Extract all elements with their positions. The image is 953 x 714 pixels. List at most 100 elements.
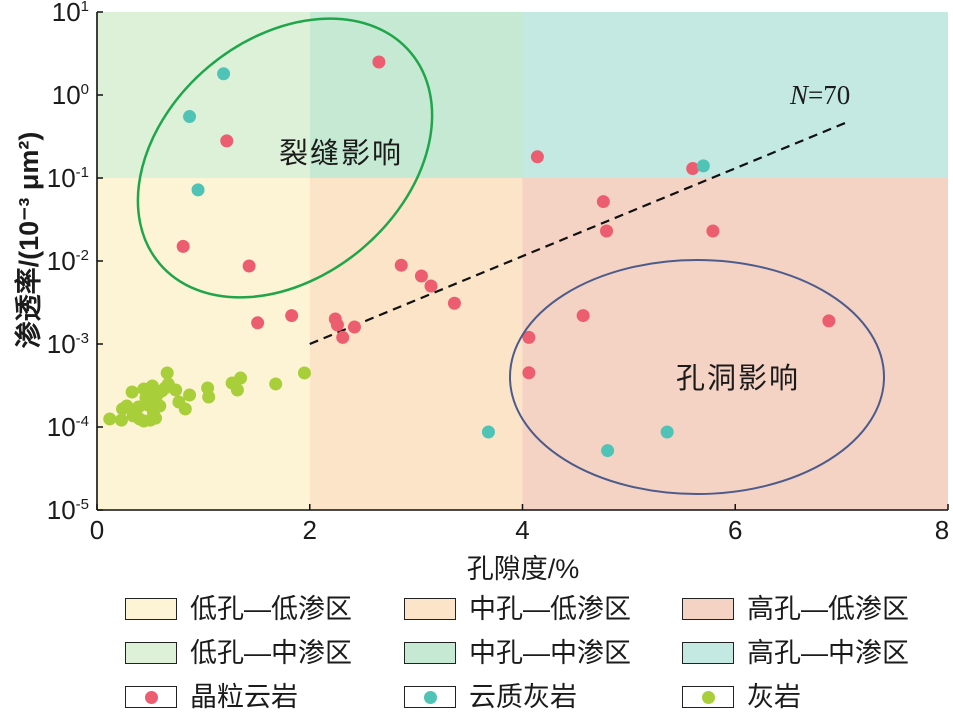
legend-item-region: 高孔—低渗区 [682,595,928,623]
data-point-series-2 [160,366,174,380]
y-tick-label: 10-4 [47,412,89,442]
legend-item-region: 中孔—中渗区 [404,639,682,667]
data-point-series-0 [330,318,344,332]
data-point-series-2 [178,402,192,416]
y-tick-label-exponent: -3 [76,330,89,347]
y-tick-label: 101 [52,0,89,27]
legend-marker-box [125,686,177,708]
region-rect-4 [309,12,523,178]
legend-label: 低孔—中渗区 [190,638,352,668]
y-tick-label-exponent: -1 [76,164,89,181]
x-tick-label: 6 [728,515,742,545]
data-point-series-0 [686,162,700,176]
data-point-series-1 [601,444,615,458]
fracture-influence-ellipse [136,17,434,299]
y-tick-label-base: 10 [47,163,76,193]
legend-item-region: 低孔—中渗区 [125,639,404,667]
legend-swatch [404,642,456,664]
region-rect-3 [97,12,310,178]
data-point-series-0 [347,320,361,334]
data-point-series-2 [103,412,117,426]
data-point-series-2 [183,388,197,402]
data-point-series-1 [183,110,197,124]
legend-swatch [125,642,177,664]
y-tick-label: 10-1 [47,163,89,193]
legend-marker-dot [144,690,158,704]
data-point-series-2 [230,383,244,397]
trend-label: N=70 [789,80,850,110]
data-point-series-0 [285,309,299,323]
data-point-series-2 [114,413,128,427]
trend-layer [309,121,848,346]
data-point-series-0 [447,296,461,310]
legend-label: 高孔—低渗区 [747,594,909,624]
y-tick-label-exponent: 1 [81,0,89,15]
legend-label: 云质灰岩 [469,682,577,712]
data-point-series-1 [191,183,205,197]
data-point-series-0 [336,330,350,344]
region-rect-1 [309,178,523,510]
y-tick-label-base: 10 [47,495,76,525]
y-tick-label-base: 10 [47,412,76,442]
legend-swatch [682,642,734,664]
data-point-series-2 [125,385,139,399]
data-point-series-0 [251,316,265,330]
y-tick-label-exponent: 0 [81,81,89,98]
data-point-series-0 [530,150,544,164]
legend-marker-dot [423,690,437,704]
points-layer [103,55,836,458]
x-ticks: 0 2 4 6 8 [90,504,949,545]
data-point-series-2 [149,411,163,425]
legend-label: 灰岩 [747,682,801,712]
data-point-series-0 [394,258,408,272]
data-point-series-2 [120,399,134,413]
data-point-series-2 [234,371,248,385]
data-point-series-0 [600,224,614,238]
y-tick-label-exponent: -2 [76,247,89,264]
y-tick-label: 10-2 [47,246,89,276]
legend-swatch [682,598,734,620]
legend: 低孔—低渗区 中孔—低渗区 高孔—低渗区 低孔—中渗区 中孔—中渗区 高孔—中渗… [125,595,928,711]
y-tick-label-exponent: -4 [76,413,89,430]
y-tick-label-base: 10 [47,329,76,359]
fracture-influence-label: 裂缝影响 [279,137,403,170]
x-tick-label: 4 [515,515,529,545]
data-point-series-1 [660,425,674,439]
y-tick-label: 10-5 [47,495,89,525]
legend-marker-box [682,686,734,708]
data-point-series-0 [242,259,256,273]
data-point-series-1 [217,67,231,81]
data-point-series-0 [424,279,438,293]
data-point-series-2 [297,366,311,380]
data-point-series-0 [372,55,386,69]
data-point-series-0 [522,330,536,344]
x-tick-label: 0 [90,515,104,545]
legend-swatch [125,598,177,620]
data-point-series-0 [596,195,610,209]
data-point-series-0 [414,269,428,283]
data-point-series-0 [176,239,190,253]
legend-marker-box [404,686,456,708]
y-tick-label: 100 [52,80,89,110]
legend-item-series: 灰岩 [682,683,928,711]
data-point-series-1 [696,159,710,173]
legend-item-series: 云质灰岩 [404,683,682,711]
y-tick-label: 10-3 [47,329,89,359]
legend-swatch [404,598,456,620]
region-rect-0 [97,178,310,510]
legend-item-region: 低孔—低渗区 [125,595,404,623]
data-point-series-2 [169,383,183,397]
data-point-series-0 [220,134,234,148]
legend-marker-dot [701,690,715,704]
y-tick-label-exponent: -5 [76,496,89,513]
data-point-series-1 [481,425,495,439]
vug-influence-label: 孔洞影响 [676,362,800,395]
region-layer [97,12,948,510]
y-tick-label-base: 10 [52,0,81,27]
legend-item-series: 晶粒云岩 [125,683,404,711]
region-rect-2 [522,178,948,510]
data-point-series-0 [522,366,536,380]
